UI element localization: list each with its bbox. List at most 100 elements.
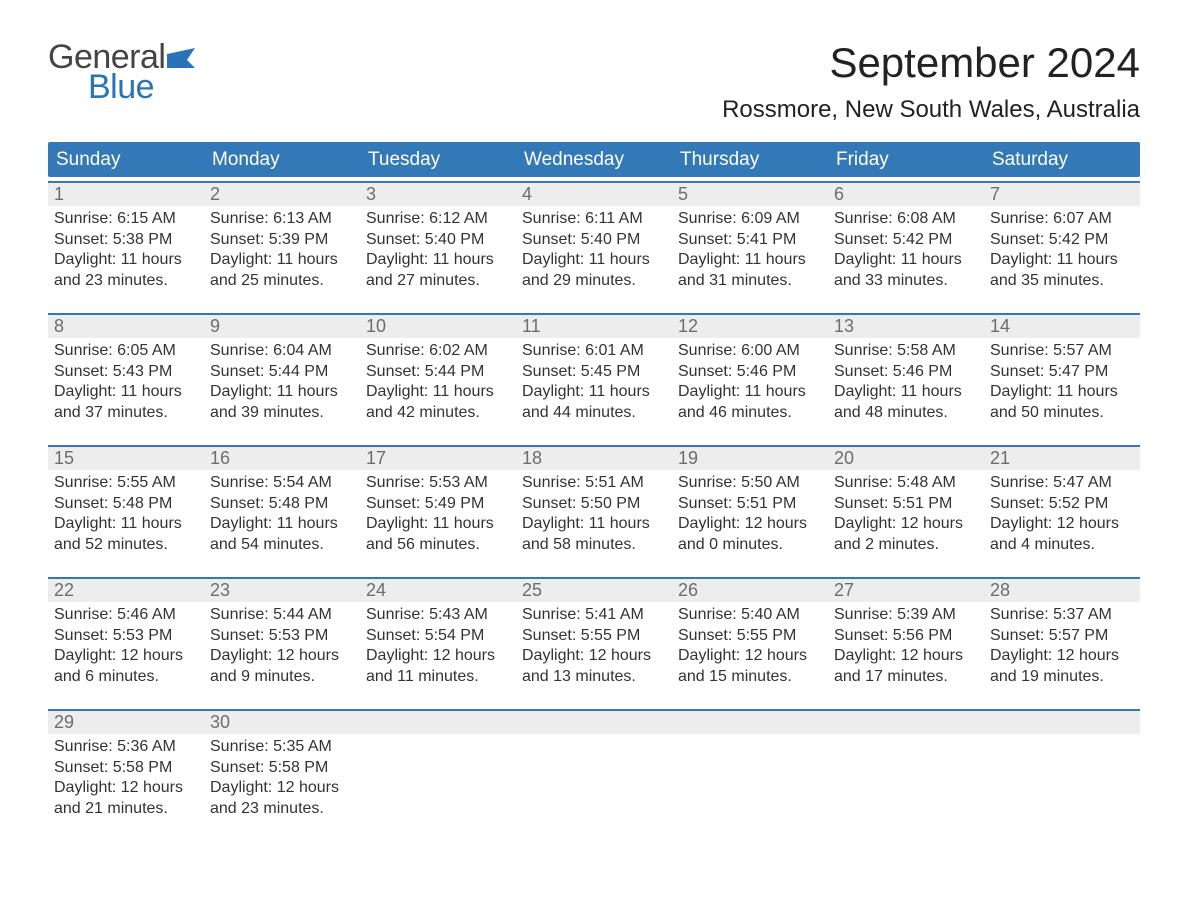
logo: General Blue (48, 40, 195, 104)
sunrise-text: Sunrise: 6:01 AM (522, 341, 666, 361)
sunrise-text: Sunrise: 6:09 AM (678, 209, 822, 229)
empty-day: . (984, 711, 1140, 837)
daylight-line2: and 39 minutes. (210, 403, 354, 423)
daylight-line1: Daylight: 12 hours (678, 646, 822, 666)
daylight-line2: and 23 minutes. (210, 799, 354, 819)
daylight-line2: and 37 minutes. (54, 403, 198, 423)
daylight-line1: Daylight: 11 hours (54, 514, 198, 534)
day-body: Sunrise: 5:41 AMSunset: 5:55 PMDaylight:… (516, 605, 672, 687)
daylight-line2: and 54 minutes. (210, 535, 354, 555)
daylight-line1: Daylight: 11 hours (834, 250, 978, 270)
day-number: 27 (828, 579, 984, 602)
day-body: Sunrise: 6:13 AMSunset: 5:39 PMDaylight:… (204, 209, 360, 291)
empty-day: . (360, 711, 516, 837)
day-number: 9 (204, 315, 360, 338)
day-body: Sunrise: 5:57 AMSunset: 5:47 PMDaylight:… (984, 341, 1140, 423)
daylight-line1: Daylight: 11 hours (990, 382, 1134, 402)
day-header-tuesday: Tuesday (360, 142, 516, 177)
day-number: 24 (360, 579, 516, 602)
day-cell: 14Sunrise: 5:57 AMSunset: 5:47 PMDayligh… (984, 315, 1140, 441)
daylight-line2: and 27 minutes. (366, 271, 510, 291)
day-body: Sunrise: 5:35 AMSunset: 5:58 PMDaylight:… (204, 737, 360, 819)
daylight-line1: Daylight: 12 hours (54, 778, 198, 798)
day-body: Sunrise: 6:00 AMSunset: 5:46 PMDaylight:… (672, 341, 828, 423)
day-cell: 4Sunrise: 6:11 AMSunset: 5:40 PMDaylight… (516, 183, 672, 309)
day-cell: 16Sunrise: 5:54 AMSunset: 5:48 PMDayligh… (204, 447, 360, 573)
sunset-text: Sunset: 5:51 PM (834, 494, 978, 514)
sunrise-text: Sunrise: 5:35 AM (210, 737, 354, 757)
daylight-line2: and 15 minutes. (678, 667, 822, 687)
day-number: . (828, 711, 984, 734)
day-cell: 7Sunrise: 6:07 AMSunset: 5:42 PMDaylight… (984, 183, 1140, 309)
day-header-monday: Monday (204, 142, 360, 177)
sunrise-text: Sunrise: 5:43 AM (366, 605, 510, 625)
week-row: 22Sunrise: 5:46 AMSunset: 5:53 PMDayligh… (48, 577, 1140, 705)
day-cell: 3Sunrise: 6:12 AMSunset: 5:40 PMDaylight… (360, 183, 516, 309)
day-number: 28 (984, 579, 1140, 602)
daylight-line2: and 19 minutes. (990, 667, 1134, 687)
day-body: Sunrise: 6:02 AMSunset: 5:44 PMDaylight:… (360, 341, 516, 423)
day-cell: 2 Sunrise: 6:13 AMSunset: 5:39 PMDaylight… (204, 183, 360, 309)
sunrise-text: Sunrise: 6:05 AM (54, 341, 198, 361)
day-number: 21 (984, 447, 1140, 470)
sunset-text: Sunset: 5:56 PM (834, 626, 978, 646)
day-cell: 17Sunrise: 5:53 AMSunset: 5:49 PMDayligh… (360, 447, 516, 573)
sunset-text: Sunset: 5:52 PM (990, 494, 1134, 514)
daylight-line1: Daylight: 12 hours (834, 646, 978, 666)
day-body: Sunrise: 6:09 AMSunset: 5:41 PMDaylight:… (672, 209, 828, 291)
day-cell: 19Sunrise: 5:50 AMSunset: 5:51 PMDayligh… (672, 447, 828, 573)
day-cell: 10 Sunrise: 6:02 AMSunset: 5:44 PMDayligh… (360, 315, 516, 441)
sunrise-text: Sunrise: 5:51 AM (522, 473, 666, 493)
daylight-line1: Daylight: 12 hours (678, 514, 822, 534)
day-body: Sunrise: 6:07 AMSunset: 5:42 PMDaylight:… (984, 209, 1140, 291)
day-cell: 18 Sunrise: 5:51 AMSunset: 5:50 PMDayligh… (516, 447, 672, 573)
day-cell: 20Sunrise: 5:48 AMSunset: 5:51 PMDayligh… (828, 447, 984, 573)
daylight-line2: and 50 minutes. (990, 403, 1134, 423)
day-body: Sunrise: 5:51 AMSunset: 5:50 PMDaylight:… (516, 473, 672, 555)
sunset-text: Sunset: 5:46 PM (678, 362, 822, 382)
day-body: Sunrise: 5:46 AMSunset: 5:53 PMDaylight:… (48, 605, 204, 687)
sunrise-text: Sunrise: 5:50 AM (678, 473, 822, 493)
day-number: 4 (516, 183, 672, 206)
daylight-line1: Daylight: 11 hours (210, 514, 354, 534)
day-cell: 11Sunrise: 6:01 AMSunset: 5:45 PMDayligh… (516, 315, 672, 441)
daylight-line2: and 33 minutes. (834, 271, 978, 291)
daylight-line2: and 46 minutes. (678, 403, 822, 423)
sunset-text: Sunset: 5:44 PM (366, 362, 510, 382)
sunrise-text: Sunrise: 6:00 AM (678, 341, 822, 361)
daylight-line2: and 17 minutes. (834, 667, 978, 687)
day-body: Sunrise: 5:53 AMSunset: 5:49 PMDaylight:… (360, 473, 516, 555)
day-cell: 9Sunrise: 6:04 AMSunset: 5:44 PMDaylight… (204, 315, 360, 441)
day-cell: 12Sunrise: 6:00 AMSunset: 5:46 PMDayligh… (672, 315, 828, 441)
daylight-line2: and 29 minutes. (522, 271, 666, 291)
sunrise-text: Sunrise: 5:58 AM (834, 341, 978, 361)
daylight-line1: Daylight: 11 hours (834, 382, 978, 402)
sunset-text: Sunset: 5:49 PM (366, 494, 510, 514)
sunset-text: Sunset: 5:55 PM (522, 626, 666, 646)
sunset-text: Sunset: 5:48 PM (210, 494, 354, 514)
day-number: 25 (516, 579, 672, 602)
daylight-line1: Daylight: 12 hours (210, 778, 354, 798)
daylight-line1: Daylight: 12 hours (834, 514, 978, 534)
daylight-line2: and 31 minutes. (678, 271, 822, 291)
day-number: . (984, 711, 1140, 734)
sunset-text: Sunset: 5:40 PM (366, 230, 510, 250)
sunrise-text: Sunrise: 5:41 AM (522, 605, 666, 625)
day-body: Sunrise: 5:58 AMSunset: 5:46 PMDaylight:… (828, 341, 984, 423)
day-body: Sunrise: 5:47 AMSunset: 5:52 PMDaylight:… (984, 473, 1140, 555)
day-number: 2 (204, 183, 360, 206)
daylight-line2: and 0 minutes. (678, 535, 822, 555)
daylight-line2: and 6 minutes. (54, 667, 198, 687)
day-cell: 6Sunrise: 6:08 AMSunset: 5:42 PMDaylight… (828, 183, 984, 309)
day-number: 29 (48, 711, 204, 734)
day-number: 18 (516, 447, 672, 470)
day-number: 11 (516, 315, 672, 338)
daylight-line1: Daylight: 11 hours (210, 250, 354, 270)
day-number: 10 (360, 315, 516, 338)
sunset-text: Sunset: 5:50 PM (522, 494, 666, 514)
sunset-text: Sunset: 5:57 PM (990, 626, 1134, 646)
day-cell: 27Sunrise: 5:39 AMSunset: 5:56 PMDayligh… (828, 579, 984, 705)
day-number: 8 (48, 315, 204, 338)
daylight-line2: and 56 minutes. (366, 535, 510, 555)
day-number: 5 (672, 183, 828, 206)
